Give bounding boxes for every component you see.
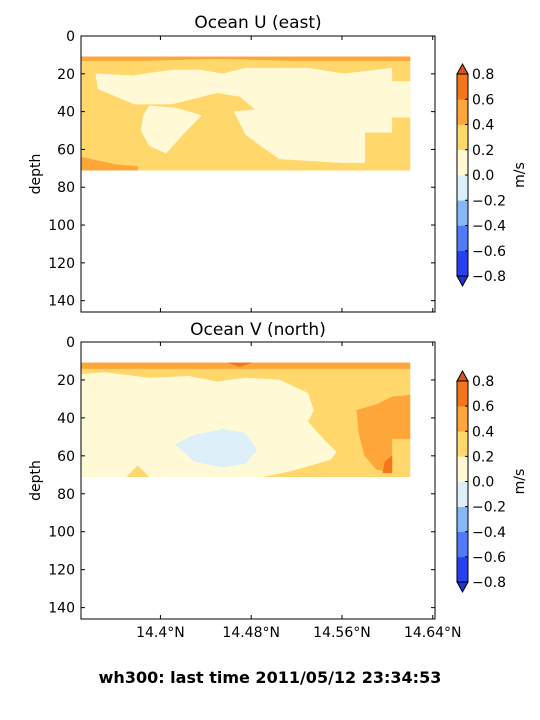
y-tick-label: 140 bbox=[48, 601, 75, 617]
colorbar-tick-label: 0.0 bbox=[472, 168, 494, 184]
chart-title: Ocean V (north) bbox=[190, 320, 326, 340]
y-tick-label: 60 bbox=[57, 142, 75, 158]
colorbar-segment bbox=[457, 531, 468, 558]
colorbar-segment bbox=[457, 431, 468, 457]
y-tick-label: 20 bbox=[57, 373, 75, 389]
colorbar-tick-label: −0.8 bbox=[472, 575, 506, 591]
colorbar-tick-label: 0.0 bbox=[472, 475, 494, 491]
axes-frame bbox=[80, 35, 436, 313]
y-tick-label: 80 bbox=[57, 487, 75, 503]
colorbar-tick-label: −0.8 bbox=[472, 269, 506, 285]
y-tick-label: 0 bbox=[66, 29, 75, 45]
colorbar-tick-label: 0.4 bbox=[472, 118, 494, 134]
colorbar-tick-label: −0.2 bbox=[472, 500, 506, 516]
contour-region bbox=[228, 362, 252, 367]
colorbar-segment bbox=[457, 175, 468, 201]
y-tick-label: 120 bbox=[48, 563, 75, 579]
y-tick-label: 40 bbox=[57, 105, 75, 121]
colorbar-segment bbox=[457, 250, 468, 277]
chart-title: Ocean U (east) bbox=[194, 13, 321, 33]
y-tick-label: 100 bbox=[48, 525, 75, 541]
panel-ocean-v: 0 20 40 60 80 100 120 140 14.4°N 14.48°N 14.56°N 14… bbox=[28, 320, 528, 641]
y-tick-label: 140 bbox=[48, 294, 75, 310]
x-tick-label: 14.64°N bbox=[404, 625, 462, 641]
colorbar-segment bbox=[457, 99, 468, 125]
colorbar-segment bbox=[457, 481, 468, 507]
contour-region bbox=[80, 372, 337, 477]
colorbar-tick-label: −0.6 bbox=[472, 550, 506, 566]
colorbar-extend-max bbox=[456, 369, 469, 382]
colorbar-tick-label: 0.2 bbox=[472, 449, 494, 465]
colorbar-extend-min bbox=[456, 275, 469, 288]
y-tick-label: 120 bbox=[48, 256, 75, 272]
colorbar-extend-max bbox=[456, 62, 469, 75]
axes-frame bbox=[80, 341, 436, 620]
contour-region bbox=[382, 455, 393, 474]
y-axis-label: depth bbox=[28, 460, 44, 501]
y-tick-label: 100 bbox=[48, 218, 75, 234]
colorbar-segment bbox=[457, 74, 468, 100]
colorbar-segment bbox=[457, 406, 468, 432]
colorbar-tick-label: −0.4 bbox=[472, 219, 506, 235]
colorbar-segment bbox=[457, 456, 468, 482]
colorbar-label: m/s bbox=[512, 469, 528, 495]
contour-region bbox=[140, 105, 202, 154]
colorbar-segment bbox=[457, 124, 468, 151]
colorbar-segment bbox=[457, 556, 468, 583]
colorbar-tick-label: −0.2 bbox=[472, 193, 506, 209]
colorbar-segment bbox=[457, 225, 468, 252]
y-axis-label: depth bbox=[28, 154, 44, 195]
colorbar-segment bbox=[457, 381, 468, 407]
colorbar-label: m/s bbox=[512, 162, 528, 188]
contour-region bbox=[174, 429, 258, 468]
y-tick-label: 60 bbox=[57, 449, 75, 465]
colorbar-tick-label: 0.6 bbox=[472, 399, 494, 415]
colorbar-segment bbox=[457, 506, 468, 533]
colorbar-tick-label: −0.4 bbox=[472, 525, 506, 541]
contour-region bbox=[95, 67, 411, 163]
y-tick-label: 40 bbox=[57, 411, 75, 427]
y-tick-label: 0 bbox=[66, 335, 75, 351]
figure-suptitle: wh300: last time 2011/05/12 23:34:53 bbox=[99, 668, 442, 687]
colorbar-segment bbox=[457, 200, 468, 226]
colorbar: 0.8 0.6 0.4 0.2 0.0 −0.2 −0.4 −0.6 −0.8 m/s bbox=[456, 369, 528, 594]
colorbar-tick-label: 0.2 bbox=[472, 143, 494, 159]
colorbar-tick-label: 0.6 bbox=[472, 92, 494, 108]
colorbar-extend-min bbox=[456, 581, 469, 594]
x-tick-label: 14.48°N bbox=[222, 625, 280, 641]
colorbar-tick-label: 0.8 bbox=[472, 67, 494, 83]
colorbar-tick-label: −0.6 bbox=[472, 244, 506, 260]
contour-region bbox=[356, 394, 411, 474]
contour-region bbox=[387, 56, 411, 61]
y-tick-label: 80 bbox=[57, 180, 75, 196]
contour-fill bbox=[80, 56, 411, 171]
colorbar: 0.8 0.6 0.4 0.2 0.0 −0.2 −0.4 −0.6 −0.8 m/s bbox=[456, 62, 528, 288]
colorbar-segment bbox=[457, 149, 468, 176]
colorbar-tick-label: 0.4 bbox=[472, 424, 494, 440]
x-tick-label: 14.56°N bbox=[313, 625, 371, 641]
contour-fill bbox=[80, 362, 411, 477]
panel-ocean-u: 0 20 40 60 80 100 120 140 Ocean U (east) depth 0.8… bbox=[28, 13, 528, 313]
y-tick-label: 20 bbox=[57, 67, 75, 83]
colorbar-tick-label: 0.8 bbox=[472, 374, 494, 390]
x-tick-label: 14.4°N bbox=[136, 625, 185, 641]
